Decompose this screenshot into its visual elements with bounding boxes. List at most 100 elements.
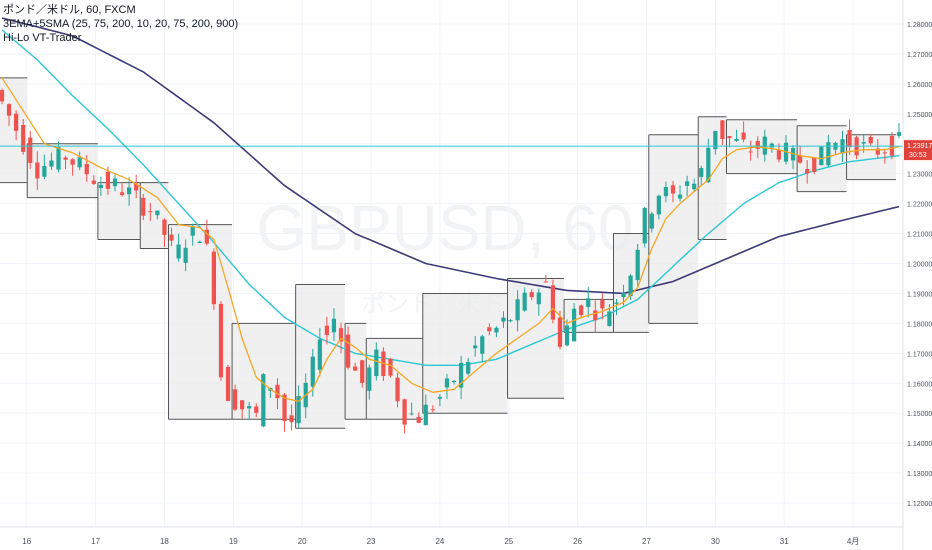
candle-body[interactable] [755, 140, 760, 149]
candle-body[interactable] [727, 136, 732, 139]
candle-body[interactable] [684, 181, 690, 186]
candle-body[interactable] [112, 178, 118, 187]
candle-body[interactable] [515, 299, 520, 321]
candle-body[interactable] [473, 345, 478, 349]
candle-body[interactable] [70, 159, 75, 165]
candle-body[interactable] [466, 361, 471, 374]
candle-body[interactable] [663, 187, 669, 197]
candle-body[interactable] [812, 157, 817, 172]
legend-indicator-hilo[interactable]: Hi-Lo VT-Trader [3, 32, 82, 44]
candle-body[interactable] [254, 406, 259, 413]
candle-body[interactable] [797, 155, 803, 163]
candle-body[interactable] [289, 415, 294, 423]
candle-body[interactable] [169, 234, 174, 241]
candle-body[interactable] [656, 195, 661, 215]
candle-body[interactable] [607, 311, 612, 326]
candle-body[interactable] [649, 213, 654, 229]
candle-body[interactable] [522, 292, 527, 311]
candle-body[interactable] [310, 356, 315, 387]
candle-body[interactable] [600, 300, 605, 309]
candle-body[interactable] [331, 318, 337, 333]
candle-body[interactable] [204, 229, 209, 244]
candle-body[interactable] [868, 137, 873, 144]
candle-body[interactable] [593, 310, 598, 321]
candle-body[interactable] [699, 168, 704, 177]
candle-body[interactable] [444, 378, 450, 388]
candle-body[interactable] [42, 166, 47, 177]
candle-body[interactable] [162, 219, 167, 235]
candle-body[interactable] [529, 292, 534, 298]
candle-body[interactable] [296, 396, 301, 424]
candle-body[interactable] [183, 247, 188, 263]
candle-body[interactable] [501, 317, 506, 322]
candle-body[interactable] [713, 130, 718, 150]
candle-body[interactable] [119, 192, 125, 195]
candle-body[interactable] [423, 404, 428, 426]
candle-body[interactable] [670, 185, 676, 194]
candle-body[interactable] [247, 405, 252, 409]
candle-body[interactable] [84, 164, 89, 175]
candle-body[interactable] [211, 251, 217, 305]
candle-body[interactable] [416, 416, 421, 423]
candle-body[interactable] [543, 281, 548, 283]
candle-body[interactable] [564, 325, 570, 346]
candle-body[interactable] [402, 399, 407, 425]
candle-body[interactable] [155, 210, 160, 216]
candle-body[interactable] [148, 211, 153, 213]
candle-body[interactable] [692, 183, 697, 190]
candle-body[interactable] [847, 129, 852, 147]
candle-body[interactable] [741, 132, 746, 140]
candle-body[interactable] [28, 137, 33, 163]
candle-body[interactable] [395, 377, 400, 402]
candle-body[interactable] [571, 308, 577, 342]
candle-body[interactable] [451, 380, 457, 383]
candle-body[interactable] [776, 149, 782, 160]
candle-body[interactable] [437, 396, 443, 399]
candle-body[interactable] [805, 168, 810, 174]
candle-body[interactable] [345, 334, 351, 368]
candle-body[interactable] [353, 366, 358, 371]
candle-body[interactable] [141, 197, 146, 216]
candle-body[interactable] [430, 409, 435, 411]
candle-body[interactable] [487, 327, 492, 332]
candle-body[interactable] [275, 384, 280, 399]
candle-body[interactable] [586, 298, 591, 308]
candle-body[interactable] [409, 413, 414, 415]
candle-body[interactable] [628, 275, 633, 297]
candle-body[interactable] [734, 138, 739, 141]
candle-body[interactable] [338, 328, 344, 342]
candle-body[interactable] [882, 152, 887, 154]
candle-body[interactable] [621, 293, 626, 298]
candle-body[interactable] [360, 360, 365, 383]
candle-body[interactable] [769, 143, 774, 148]
candle-body[interactable] [134, 183, 139, 191]
price-label-box[interactable] [904, 140, 932, 161]
candle-body[interactable] [0, 90, 5, 102]
legend-indicator-ema-sma[interactable]: 3EMA+5SMA (25, 75, 200, 10, 20, 75, 200,… [3, 18, 239, 30]
candle-body[interactable] [706, 147, 711, 183]
candle-body[interactable] [557, 317, 563, 347]
candle-body[interactable] [56, 147, 61, 170]
candle-body[interactable] [720, 120, 725, 140]
candle-body[interactable] [458, 362, 464, 388]
candle-body[interactable] [317, 339, 322, 370]
candle-body[interactable] [748, 151, 753, 153]
candle-body[interactable] [388, 358, 393, 376]
candle-body[interactable] [218, 303, 224, 378]
candle-body[interactable] [494, 327, 499, 333]
candle-body[interactable] [896, 132, 902, 136]
candle-body[interactable] [819, 146, 824, 166]
candle-body[interactable] [98, 184, 104, 189]
candle-body[interactable] [21, 124, 26, 152]
candle-body[interactable] [374, 349, 379, 376]
candle-body[interactable] [282, 394, 287, 422]
candle-body[interactable] [550, 285, 556, 320]
candle-body[interactable] [63, 157, 68, 160]
candle-body[interactable] [197, 241, 202, 243]
candle-body[interactable] [677, 194, 683, 199]
candle-body[interactable] [480, 336, 485, 354]
candle-body[interactable] [91, 180, 96, 184]
candle-body[interactable] [190, 226, 195, 236]
candle-body[interactable] [635, 249, 640, 281]
candle-body[interactable] [225, 366, 231, 401]
